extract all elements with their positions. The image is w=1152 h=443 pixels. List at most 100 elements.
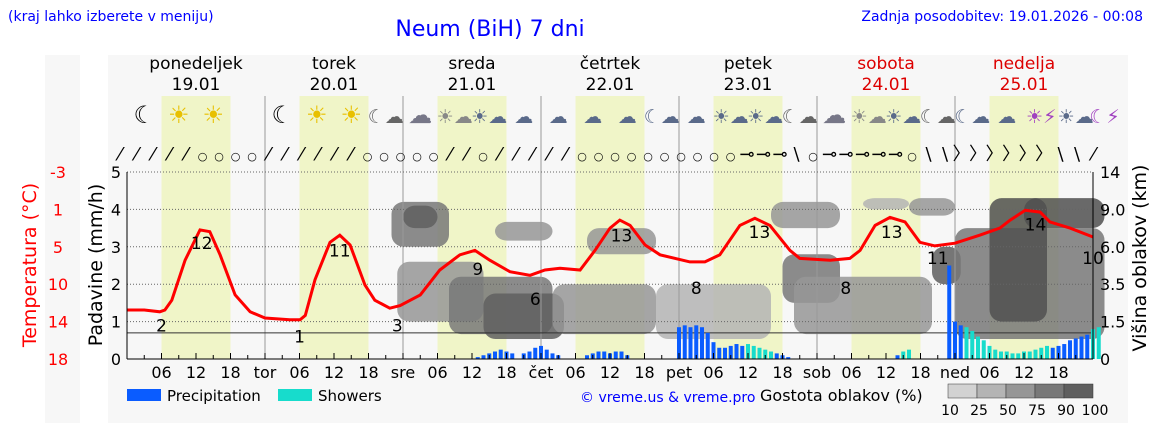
precip-tick: 1 <box>111 313 121 332</box>
shower-bar <box>1039 347 1044 359</box>
density-level-label: 50 <box>999 403 1017 419</box>
temp-label: 8 <box>840 279 851 299</box>
moon-thunder-icon: ☾⚡ <box>1089 106 1119 128</box>
density-level-label: 25 <box>970 403 988 419</box>
wind-calm-icon: ○ <box>643 150 653 163</box>
precip-bar <box>527 351 532 359</box>
wind-east-icon: ⊸ <box>838 144 853 165</box>
cloud-rain-icon: ☁ <box>618 106 637 128</box>
cloud-blob <box>932 246 961 285</box>
legend-precip-swatch <box>127 389 161 401</box>
precip-tick: 2 <box>111 275 121 294</box>
shower-bar <box>1027 351 1032 359</box>
precip-bar <box>705 332 710 359</box>
precip-bar <box>533 347 538 359</box>
temp-label: 11 <box>927 249 949 269</box>
wind-barb-icon: ⁄ <box>312 144 323 165</box>
day-date: 22.01 <box>586 75 635 95</box>
cloud-blob <box>1024 198 1105 229</box>
cloud-tick: 0 <box>1100 350 1110 369</box>
cloud-blob <box>989 198 1047 322</box>
precip-bar <box>1073 338 1078 359</box>
temp-label: 9 <box>472 260 483 280</box>
moon-cloud-rain-icon: ☾☁ <box>644 106 680 128</box>
moon-cloud-icon: ☾☁ <box>920 106 956 128</box>
moon-cloud-icon: ☾☁ <box>782 106 818 128</box>
density-swatch <box>947 383 978 399</box>
sun-thunder-icon: ☀⚡ <box>1026 106 1056 128</box>
temp-label: 3 <box>392 316 403 336</box>
precip-bar <box>1050 347 1055 359</box>
precip-bar <box>688 327 693 359</box>
sun-icon: ☀ <box>340 101 362 129</box>
temp-label: 1 <box>294 328 305 348</box>
wind-barb-icon: ⁄ <box>296 144 307 165</box>
cloud-blob <box>403 205 438 229</box>
day-name: petek <box>724 54 772 74</box>
shower-bar <box>1045 345 1049 359</box>
wind-calm-icon: ○ <box>594 150 604 163</box>
day-short-label: ned <box>940 363 970 382</box>
wind-barb-icon: ⁄ <box>494 144 505 165</box>
day-short-label: tor <box>254 363 277 382</box>
hour-tick-label: 06 <box>841 363 861 382</box>
temp-axis-panel <box>45 55 80 423</box>
wind-east-icon: ⊸ <box>772 144 787 165</box>
temp-label: 6 <box>530 290 541 310</box>
temp-label: 12 <box>191 234 213 254</box>
cloud-rain-icon: ☁ <box>514 106 533 128</box>
wind-calm-icon: ○ <box>660 150 670 163</box>
shower-bar <box>970 330 975 359</box>
cloud-blob <box>483 293 564 340</box>
precip-bar <box>493 351 497 359</box>
wind-east-icon: ⊸ <box>888 144 903 165</box>
temp-label: 13 <box>611 227 633 247</box>
wind-barb-icon: ⁄ <box>560 144 571 165</box>
sun-cloud-rain-icon: ☀☁ <box>747 106 783 128</box>
wind-barb-icon: ⁄ <box>345 144 356 165</box>
sun-icon: ☀ <box>306 101 328 129</box>
cloud-blob <box>909 198 955 216</box>
wind-barb-icon: ⁄ <box>164 144 175 165</box>
temp-label: 11 <box>329 242 351 262</box>
hour-tick-label: 06 <box>427 363 447 382</box>
last-update: Zadnja posodobitev: 19.01.2026 - 00:08 <box>861 9 1143 25</box>
wind-symbols: ⁄ ⁄ ⁄ ⁄ ⁄ ○ ○ ○ ○ ⁄ ⁄ ⁄ ⁄ ⁄ ⁄ ○ ○ ○ ○ ○ ⁄ ⁄ ○ ⁄ ⁄ ⁄ ⁄ ⁄ ○ ○ ○ ○ ○ ○ ○ ○ ○ ○ ⊸ ⊸… <box>114 144 1099 165</box>
sun-icon: ☀ <box>202 101 224 129</box>
region-hint-link[interactable]: (kraj lahko izberete v meniju) <box>8 9 214 25</box>
wind-calm-icon: ○ <box>693 150 703 163</box>
wind-chevron-icon: 〉 <box>953 144 971 165</box>
temp-tick: 14 <box>48 313 68 332</box>
copyright-link[interactable]: © vreme.us & vreme.pro <box>580 390 755 406</box>
wind-calm-icon: ○ <box>247 150 257 163</box>
hour-tick-label: 12 <box>462 363 482 382</box>
cloud-icon: ☁ <box>822 101 846 129</box>
precip-bar <box>1085 334 1090 359</box>
temperature-line <box>127 208 1094 322</box>
precip-bar <box>475 357 480 359</box>
hour-tick-label: 06 <box>565 363 585 382</box>
temp-label: 13 <box>749 223 771 243</box>
precip-tick: 4 <box>111 200 121 219</box>
density-swatch <box>1005 383 1036 399</box>
wind-calm-icon: ○ <box>429 150 439 163</box>
wind-barb-icon: ⁄ <box>147 144 158 165</box>
shower-bar <box>981 340 986 359</box>
precip-bar <box>1079 336 1084 359</box>
precip-bar <box>895 355 900 359</box>
precip-tick: 5 <box>111 163 121 182</box>
hour-tick-label: 18 <box>358 363 378 382</box>
hour-tick-label: 06 <box>289 363 309 382</box>
legend-precip-label: Precipitation <box>167 387 261 405</box>
cloud-icon: ☁ <box>408 101 432 129</box>
precip-bar <box>734 344 739 359</box>
wind-barb-icon: ⁄ <box>114 144 125 165</box>
shower-bar <box>751 345 756 359</box>
density-legend-title: Gostota oblakov (%) <box>760 386 923 405</box>
day-date: 25.01 <box>1000 75 1049 95</box>
precip-bar <box>700 327 704 359</box>
precip-bar <box>677 327 681 359</box>
precip-bar <box>728 345 733 359</box>
